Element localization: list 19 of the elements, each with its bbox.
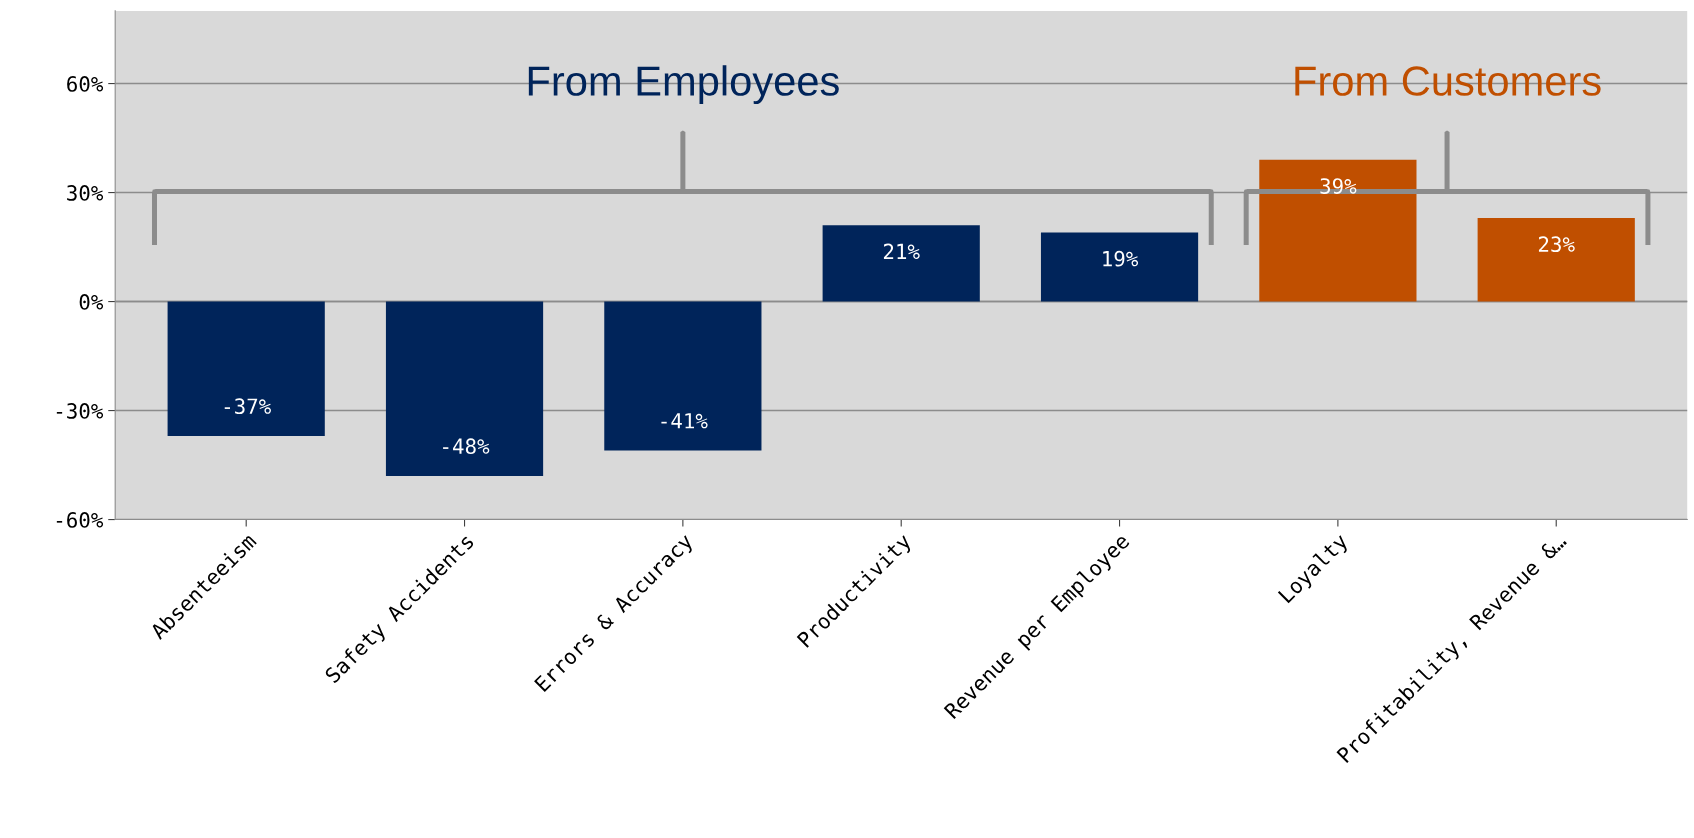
y-tick-label: 60%	[67, 76, 104, 92]
y-tick-label: 30%	[67, 185, 104, 201]
bar	[822, 225, 980, 302]
data-label: -48%	[443, 438, 490, 455]
bar	[385, 301, 544, 476]
data-label: 23%	[1538, 236, 1575, 253]
data-label: 19%	[1103, 250, 1139, 267]
y-tick-label: 0%	[79, 294, 104, 310]
annotation: From Employees	[528, 65, 839, 105]
annotation: From Customers	[1295, 66, 1601, 96]
bar	[1040, 232, 1199, 302]
data-label: -37%	[224, 398, 271, 415]
data-label: 39%	[1320, 178, 1357, 194]
y-tick-label: -60%	[56, 512, 104, 528]
bar	[604, 301, 762, 451]
data-label: 21%	[883, 243, 920, 260]
y-tick-label: -30%	[56, 403, 104, 419]
bar	[167, 301, 325, 436]
data-label: -41%	[661, 413, 708, 429]
